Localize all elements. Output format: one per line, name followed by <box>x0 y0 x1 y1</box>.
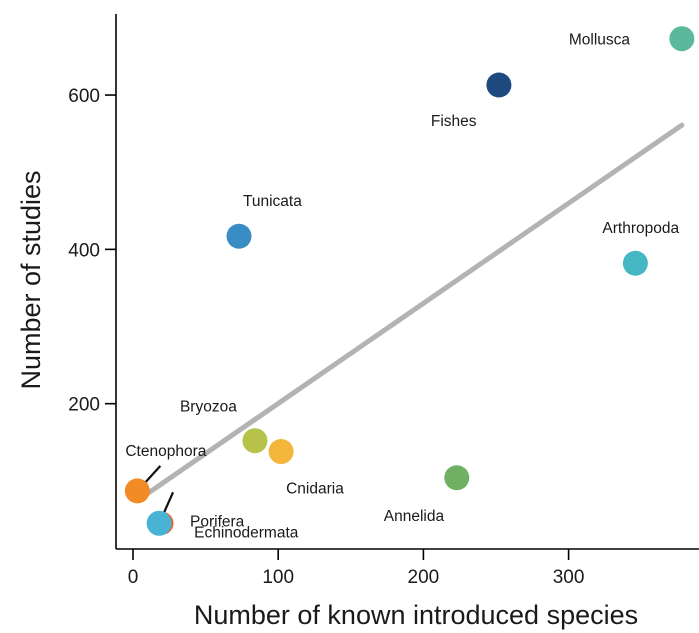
x-tick-label: 0 <box>128 567 139 588</box>
label-bryozoa: Bryozoa <box>180 399 237 416</box>
point-arthropoda <box>622 250 648 276</box>
label-echinodermata: Echinodermata <box>194 524 299 541</box>
label-tunicata: Tunicata <box>243 193 302 210</box>
x-tick-label: 100 <box>262 567 294 588</box>
trend-line <box>137 122 685 502</box>
y-tick-label: 600 <box>68 86 100 107</box>
label-arthropoda: Arthropoda <box>602 220 679 237</box>
ticks: 0 100 200 300 200 400 600 <box>68 86 584 588</box>
point-labels: Mollusca Fishes Tunicata Arthropoda Bryozoa C… <box>125 32 679 542</box>
x-tick-label: 200 <box>408 567 440 588</box>
point-fishes <box>486 72 512 98</box>
label-mollusca: Mollusca <box>569 32 631 49</box>
label-ctenophora: Ctenophora <box>125 443 206 460</box>
y-tick-label: 200 <box>68 395 100 416</box>
label-cnidaria: Cnidaria <box>286 481 344 498</box>
x-axis-title: Number of known introduced species <box>194 600 638 630</box>
point-annelida <box>444 465 470 491</box>
trend-line-group <box>137 122 685 502</box>
data-points <box>124 26 695 536</box>
y-axis-title: Number of studies <box>16 170 46 389</box>
point-mollusca <box>669 26 695 52</box>
x-tick-label: 300 <box>553 567 585 588</box>
label-fishes: Fishes <box>431 113 477 130</box>
point-tunicata <box>226 223 252 249</box>
point-echinodermata <box>146 510 172 536</box>
point-bryozoa <box>242 428 268 454</box>
point-ctenophora <box>124 478 150 504</box>
label-annelida: Annelida <box>384 508 445 525</box>
point-cnidaria <box>268 439 294 465</box>
label-porifera: Porifera <box>190 513 245 530</box>
y-tick-label: 400 <box>68 240 100 261</box>
axes <box>115 14 699 550</box>
